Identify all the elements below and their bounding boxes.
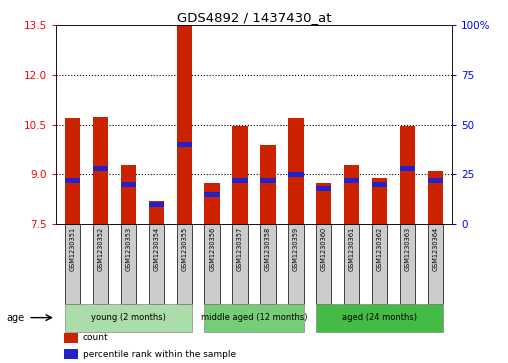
Bar [372,182,387,187]
Bar [121,224,136,304]
Bar [149,202,164,207]
Bar [288,118,304,224]
Text: GSM1230363: GSM1230363 [404,227,410,271]
Text: GSM1230352: GSM1230352 [98,227,104,271]
Text: aged (24 months): aged (24 months) [342,313,417,322]
Text: GSM1230362: GSM1230362 [376,227,383,271]
Bar [204,192,220,197]
Bar [65,178,80,183]
Bar [372,178,387,224]
Text: GSM1230359: GSM1230359 [293,227,299,271]
Text: percentile rank within the sample: percentile rank within the sample [83,350,236,359]
Bar [149,201,164,224]
Bar [344,164,359,224]
Bar [204,183,220,224]
Bar [400,224,415,304]
Bar [316,304,443,331]
Text: GSM1230357: GSM1230357 [237,227,243,271]
Bar [428,171,443,224]
Text: GSM1230353: GSM1230353 [125,227,132,271]
Bar [65,224,80,304]
Text: GSM1230351: GSM1230351 [70,227,76,271]
Text: GSM1230356: GSM1230356 [209,227,215,271]
Text: GSM1230355: GSM1230355 [181,227,187,271]
Bar [177,25,192,224]
Title: GDS4892 / 1437430_at: GDS4892 / 1437430_at [177,11,331,24]
Bar [316,186,331,191]
Bar [232,178,248,183]
Bar [344,178,359,183]
Text: GSM1230358: GSM1230358 [265,227,271,271]
Bar [65,118,80,224]
Text: GSM1230361: GSM1230361 [348,227,355,271]
Bar [232,126,248,224]
Bar [93,166,108,171]
Bar [316,224,331,304]
Bar [400,126,415,224]
Bar [177,224,192,304]
Bar [316,183,331,224]
Bar [288,224,304,304]
Bar [260,145,276,224]
Text: middle aged (12 months): middle aged (12 months) [201,313,307,322]
Bar [260,224,276,304]
Text: count: count [83,333,108,342]
Bar [149,224,164,304]
Bar [428,224,443,304]
Bar [232,224,248,304]
Bar [400,166,415,171]
Text: GSM1230364: GSM1230364 [432,227,438,271]
Bar [428,178,443,183]
Text: GSM1230360: GSM1230360 [321,227,327,271]
Bar [288,172,304,177]
Bar [93,224,108,304]
Bar [204,304,304,331]
Bar [344,224,359,304]
Bar [64,349,78,359]
Bar [121,164,136,224]
Text: GSM1230354: GSM1230354 [153,227,160,271]
Bar [93,117,108,224]
Bar [65,304,192,331]
Bar [372,224,387,304]
Bar [64,333,78,343]
Text: age: age [6,313,24,323]
Bar [260,178,276,183]
Text: young (2 months): young (2 months) [91,313,166,322]
Bar [121,182,136,187]
Bar [177,143,192,147]
Bar [204,224,220,304]
